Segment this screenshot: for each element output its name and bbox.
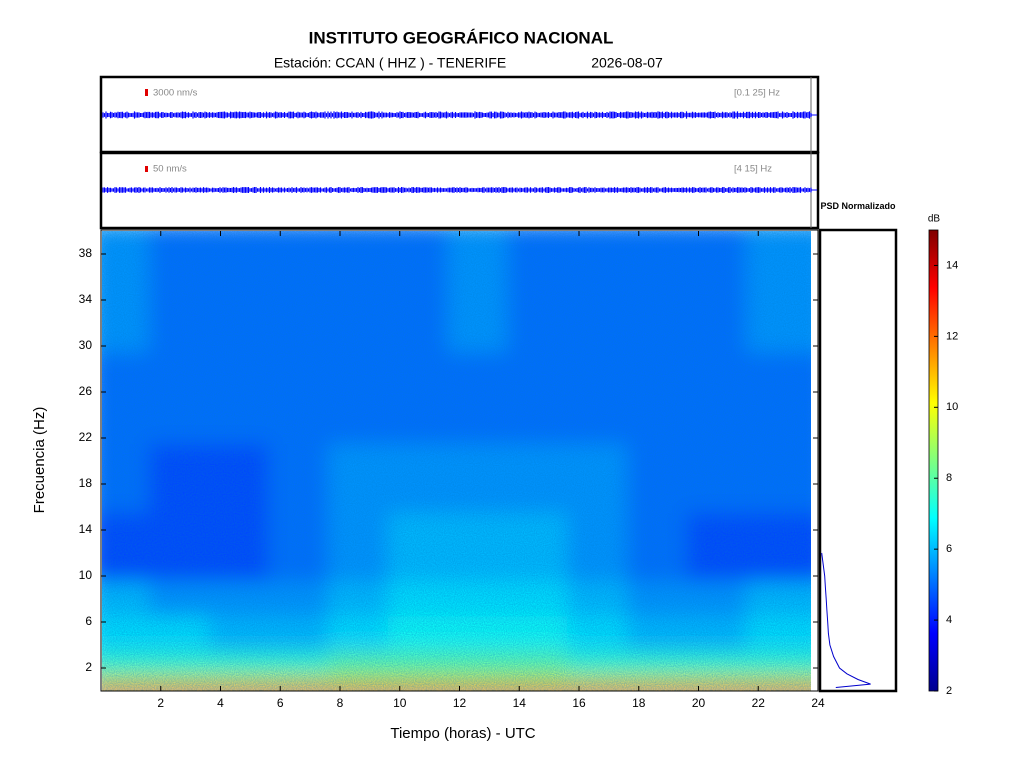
x-tick-label: 22 — [752, 696, 766, 710]
x-tick-label: 2 — [157, 696, 164, 710]
cb-tick-label: 12 — [946, 330, 958, 342]
x-label: Tiempo (horas) - UTC — [390, 725, 535, 742]
y-tick-label: 34 — [79, 292, 93, 306]
band-label: [4 15] Hz — [734, 164, 772, 175]
y-tick-label: 38 — [79, 246, 93, 260]
y-tick-label: 6 — [85, 614, 92, 628]
scale-label: 50 nm/s — [153, 164, 187, 175]
x-tick-label: 24 — [811, 696, 825, 710]
scale-label: 3000 nm/s — [153, 88, 198, 99]
cb-tick-label: 8 — [946, 472, 952, 484]
y-tick-label: 2 — [85, 660, 92, 674]
x-tick-label: 14 — [513, 696, 527, 710]
texture — [102, 231, 811, 691]
cb-tick-label: 14 — [946, 259, 958, 271]
psd-panel — [820, 230, 896, 691]
cb-tick-label: 2 — [946, 685, 952, 697]
x-tick-label: 18 — [632, 696, 646, 710]
scale-bar — [145, 89, 148, 96]
y-tick-label: 26 — [79, 384, 93, 398]
y-tick-label: 22 — [79, 430, 93, 444]
y-tick-label: 14 — [79, 522, 93, 536]
cb-tick-label: 10 — [946, 401, 958, 413]
cb-tick-label: 6 — [946, 543, 952, 555]
y-tick-label: 30 — [79, 338, 93, 352]
x-tick-label: 20 — [692, 696, 706, 710]
title: INSTITUTO GEOGRÁFICO NACIONAL — [309, 28, 614, 47]
x-tick-label: 8 — [337, 696, 344, 710]
y-tick-label: 18 — [79, 476, 93, 490]
scale-bar — [145, 166, 148, 172]
x-tick-label: 12 — [453, 696, 467, 710]
psd-title: PSD Normalizado — [820, 201, 896, 211]
colorbar-label: dB — [928, 214, 941, 225]
x-tick-label: 6 — [277, 696, 284, 710]
station: Estación: CCAN ( HHZ ) - TENERIFE — [274, 55, 506, 71]
y-tick-label: 10 — [79, 568, 93, 582]
x-tick-label: 4 — [217, 696, 224, 710]
date: 2026-08-07 — [591, 55, 663, 71]
x-tick-label: 16 — [572, 696, 586, 710]
y-label: Frecuencia (Hz) — [31, 407, 48, 514]
cb-tick-label: 4 — [946, 614, 952, 626]
x-tick-label: 10 — [393, 696, 407, 710]
band-label: [0.1 25] Hz — [734, 88, 780, 99]
colorbar — [929, 230, 938, 691]
